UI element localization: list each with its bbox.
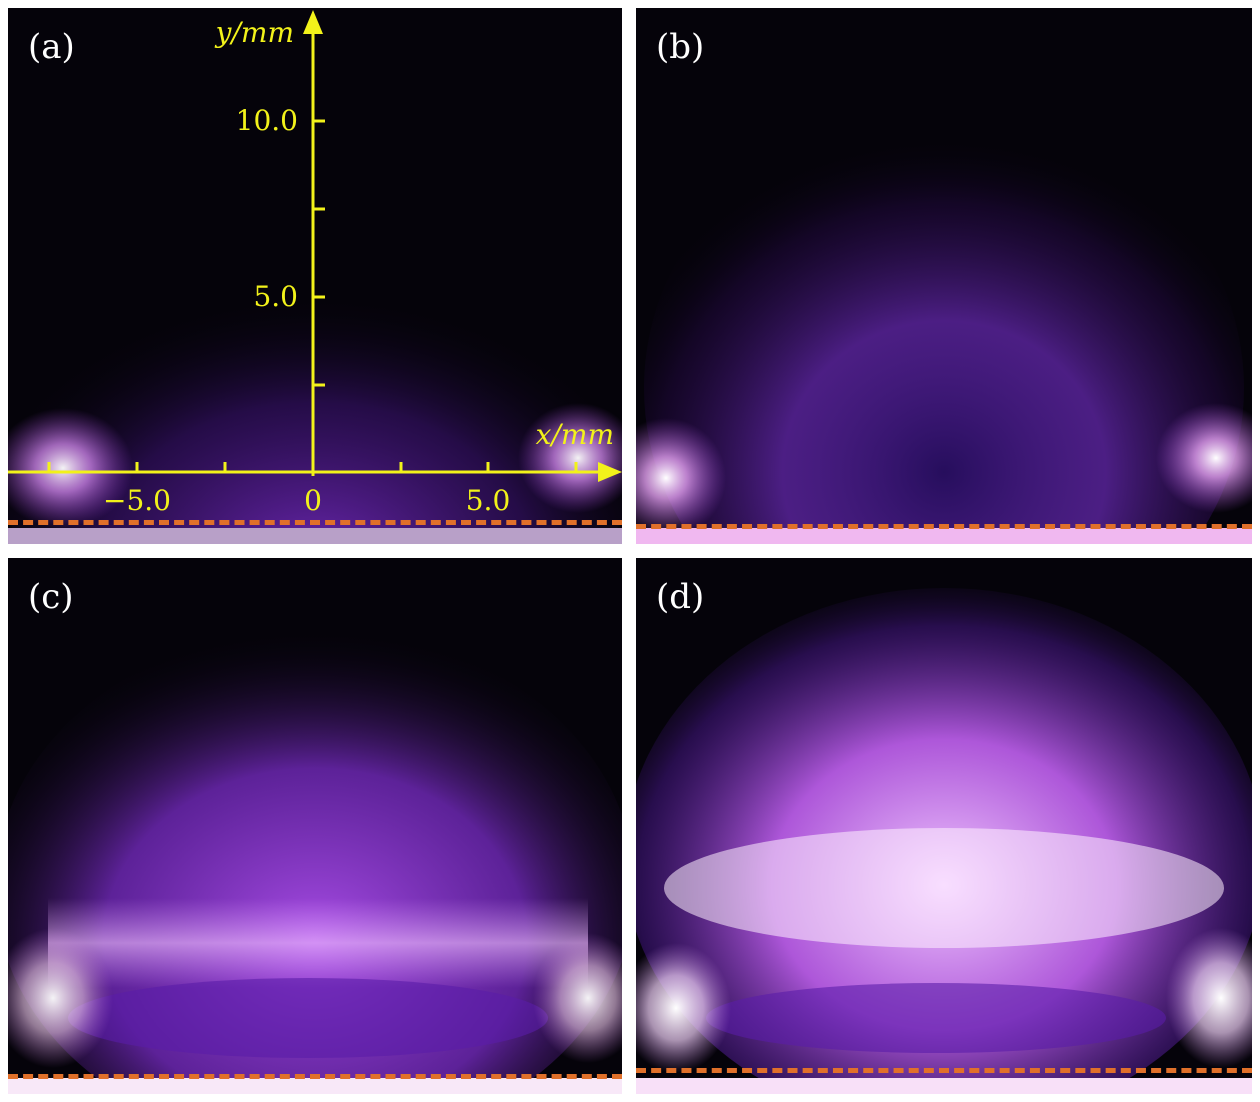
panel-a: (a) −5.0 0 5.0 10.0 5.0 x/mm y/mm (8, 8, 622, 544)
x-tick-label: −5.0 (103, 484, 171, 517)
panel-label-d: (d) (656, 577, 705, 617)
plasma-image-a (8, 178, 622, 544)
electrode-dashed-line-c (8, 1074, 622, 1079)
panel-d: (d) (636, 558, 1252, 1094)
y-tick-label: 5.0 (253, 280, 298, 313)
plasma-image-b (636, 108, 1252, 544)
plasma-image-c (8, 628, 622, 1094)
axes-overlay: −5.0 0 5.0 10.0 5.0 x/mm y/mm (8, 10, 622, 517)
panel-label-a: (a) (28, 27, 75, 67)
electrode-dashed-line-b (636, 524, 1252, 529)
y-axis-arrow-icon (303, 10, 323, 34)
x-tick-label: 0 (304, 484, 322, 517)
electrode-dashed-line-a (8, 520, 622, 525)
x-axis-arrow-icon (598, 462, 622, 482)
electrode-dashed-line-d (636, 1068, 1252, 1073)
panel-b: (b) (636, 8, 1252, 544)
x-axis-label: x/mm (536, 418, 614, 451)
y-axis-label: y/mm (214, 16, 294, 49)
panel-c: (c) (8, 558, 622, 1094)
plasma-image-d (636, 588, 1252, 1094)
x-tick-label: 5.0 (466, 484, 511, 517)
panel-label-b: (b) (656, 27, 705, 67)
y-tick-label: 10.0 (236, 104, 298, 137)
panel-label-c: (c) (28, 577, 74, 617)
